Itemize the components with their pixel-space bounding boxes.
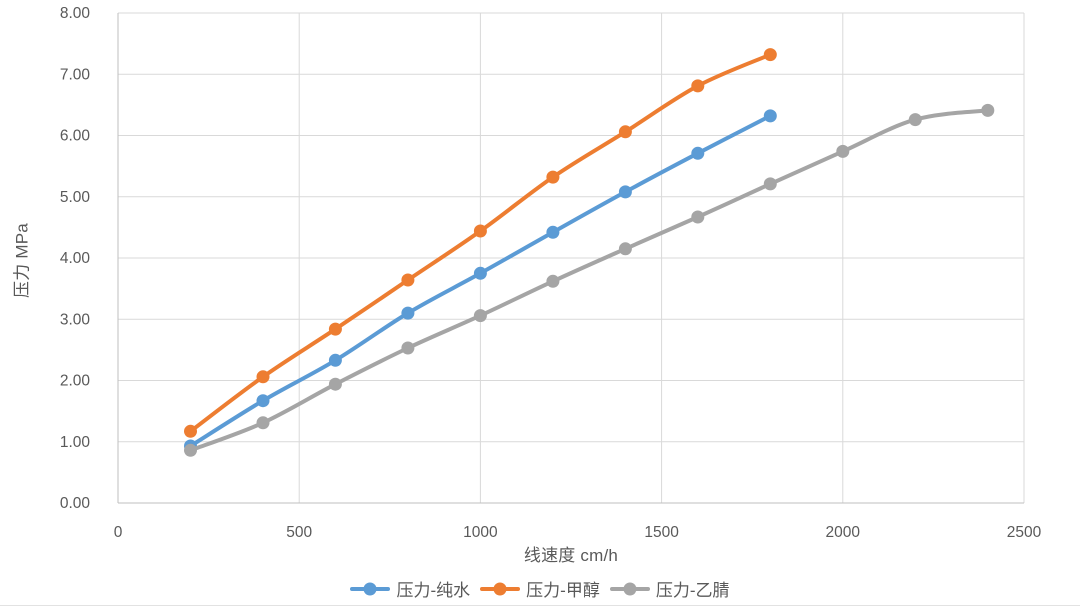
- legend-item-acetonitrile: 压力-乙腈: [609, 576, 730, 601]
- y-tick-label: 0.00: [60, 495, 91, 512]
- y-tick-label: 7.00: [60, 66, 91, 83]
- data-point-methanol: [184, 424, 197, 438]
- y-tick-label: 4.00: [60, 250, 91, 267]
- series-acetonitrile: [184, 103, 995, 457]
- bottom-separator-line: [0, 605, 1080, 606]
- legend-label: 压力-纯水: [396, 581, 471, 600]
- data-point-methanol: [691, 79, 705, 93]
- y-tick-label: 1.00: [60, 434, 91, 451]
- data-point-acetonitrile: [981, 103, 995, 117]
- data-point-methanol: [256, 370, 270, 384]
- y-tick-label: 8.00: [60, 5, 91, 22]
- data-point-acetonitrile: [546, 274, 560, 288]
- y-tick-label: 6.00: [60, 128, 91, 145]
- legend-marker-icon: [480, 582, 521, 596]
- y-tick-label: 2.00: [60, 373, 91, 390]
- data-point-methanol: [763, 48, 777, 62]
- legend-item-methanol: 压力-甲醇: [480, 576, 600, 601]
- series-methanol: [184, 48, 777, 438]
- x-tick-label: 1000: [463, 524, 498, 541]
- series-line-acetonitrile: [188, 108, 990, 453]
- data-point-pure-water: [763, 109, 777, 123]
- y-tick-label: 3.00: [60, 311, 91, 328]
- chart-legend: 压力-纯水 压力-甲醇 压力-乙腈: [0, 576, 1080, 601]
- y-axis-title: 压力 MPa: [12, 223, 32, 298]
- data-point-acetonitrile: [763, 177, 777, 191]
- data-point-methanol: [328, 322, 342, 336]
- data-point-methanol: [546, 170, 560, 184]
- x-tick-label: 1500: [644, 524, 679, 541]
- data-point-methanol: [473, 224, 487, 238]
- x-tick-label: 2000: [826, 524, 861, 541]
- series-pure-water: [184, 109, 777, 453]
- data-point-methanol: [401, 273, 415, 287]
- data-point-acetonitrile: [618, 242, 632, 256]
- x-axis-title: 线速度 cm/h: [523, 546, 619, 565]
- data-point-acetonitrile: [328, 377, 342, 391]
- data-point-acetonitrile: [836, 144, 850, 158]
- data-point-pure-water: [691, 146, 705, 160]
- data-point-acetonitrile: [473, 309, 487, 323]
- data-point-pure-water: [328, 353, 342, 367]
- data-point-pure-water: [473, 266, 487, 280]
- data-point-acetonitrile: [256, 416, 270, 430]
- x-tick-label: 2500: [1007, 524, 1042, 541]
- data-point-pure-water: [256, 394, 270, 408]
- legend-item-pure-water: 压力-纯水: [350, 576, 470, 601]
- data-point-acetonitrile: [401, 341, 415, 355]
- data-point-acetonitrile: [908, 113, 922, 127]
- data-point-pure-water: [546, 225, 560, 239]
- legend-marker-icon: [609, 582, 650, 596]
- data-point-acetonitrile: [691, 210, 705, 224]
- data-point-acetonitrile: [184, 443, 197, 457]
- legend-marker-icon: [350, 582, 391, 596]
- gridlines: [117, 12, 1025, 504]
- x-tick-label: 0: [114, 524, 123, 541]
- data-point-methanol: [618, 125, 632, 139]
- data-point-pure-water: [401, 306, 415, 320]
- data-point-pure-water: [618, 185, 632, 199]
- legend-label: 压力-乙腈: [655, 581, 730, 600]
- y-tick-label: 5.00: [60, 189, 91, 206]
- legend-label: 压力-甲醇: [526, 581, 600, 600]
- x-tick-label: 500: [286, 524, 312, 541]
- tick-labels: 0.00 1.00 2.00 3.00 4.00 5.00 6.00 7.00 8.00 0 500…: [60, 5, 1042, 541]
